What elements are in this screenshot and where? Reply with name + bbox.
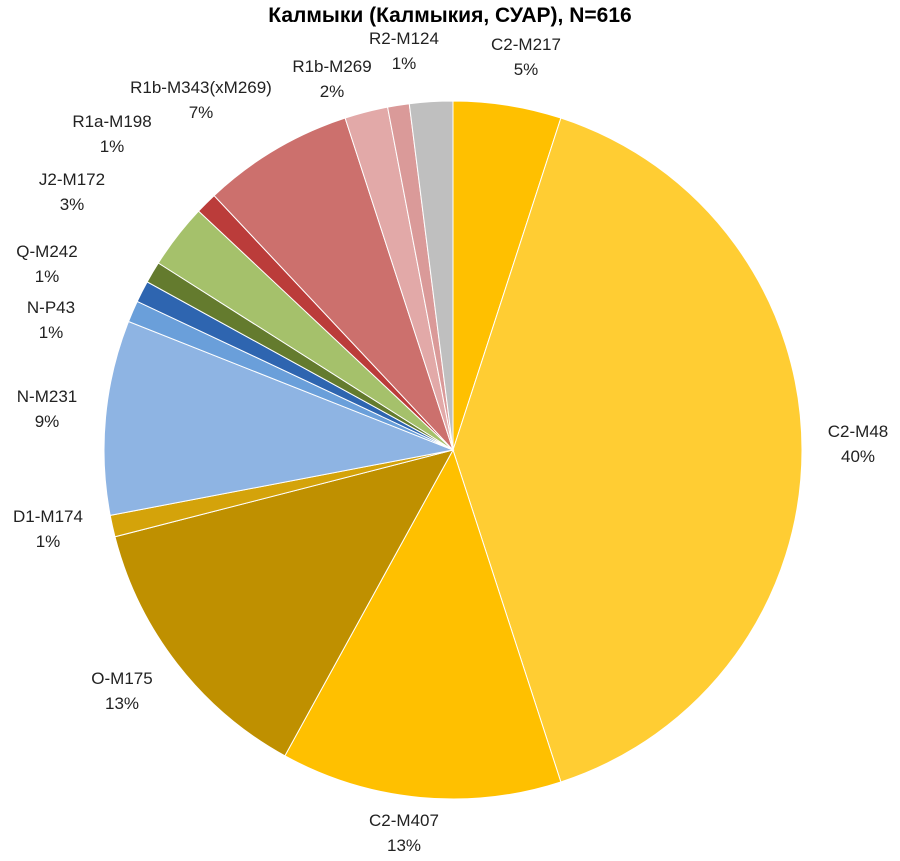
label-percent: 40% bbox=[841, 447, 875, 466]
data-label-r1a-m198: R1a-M198 1% bbox=[72, 112, 151, 156]
pie-slice-c2-m407-2 bbox=[284, 448, 562, 800]
data-label-r2-m124: R2-M124 1% bbox=[369, 29, 439, 73]
pie-slice-other-14 bbox=[408, 100, 454, 451]
pie-slice-r1b-m343-xm269--11 bbox=[213, 117, 454, 451]
data-label-n-p43: N-P43 1% bbox=[27, 298, 75, 342]
label-category: R1b-M343(xM269) bbox=[130, 78, 272, 97]
label-category: R1a-M198 bbox=[72, 112, 151, 131]
label-percent: 9% bbox=[35, 412, 60, 431]
label-percent: 3% bbox=[60, 195, 85, 214]
label-percent: 5% bbox=[514, 60, 539, 79]
chart-title: Калмыки (Калмыкия, СУАР), N=616 bbox=[268, 4, 632, 27]
label-percent: 13% bbox=[105, 694, 139, 713]
data-label-c2-m407: C2-M407 13% bbox=[369, 811, 439, 855]
pie-slice-c2-m48-1 bbox=[452, 117, 803, 783]
label-category: O-M175 bbox=[91, 669, 152, 688]
data-label-d1-m174: D1-M174 1% bbox=[13, 507, 83, 551]
label-percent: 7% bbox=[189, 103, 214, 122]
label-category: C2-M217 bbox=[491, 35, 561, 54]
label-category: R1b-M269 bbox=[292, 57, 371, 76]
label-category: C2-M407 bbox=[369, 811, 439, 830]
pie-slice-n-m231-5 bbox=[103, 320, 455, 516]
pie-labels: C2-M217 5% C2-M48 40% C2-M407 13% O-M175 13% D1-… bbox=[13, 29, 888, 855]
label-percent: 1% bbox=[36, 532, 61, 551]
label-percent: 1% bbox=[35, 267, 60, 286]
label-category: J2-M172 bbox=[39, 170, 105, 189]
data-label-r1b-m269: R1b-M269 2% bbox=[292, 57, 371, 101]
label-percent: 1% bbox=[392, 54, 417, 73]
label-percent: 1% bbox=[100, 137, 125, 156]
label-percent: 13% bbox=[387, 836, 421, 855]
label-category: R2-M124 bbox=[369, 29, 439, 48]
data-label-r1b-m343-xm269-: R1b-M343(xM269) 7% bbox=[130, 78, 272, 122]
label-category: N-M231 bbox=[17, 387, 77, 406]
label-category: Q-M242 bbox=[16, 242, 77, 261]
data-label-j2-m172: J2-M172 3% bbox=[39, 170, 105, 214]
label-category: N-P43 bbox=[27, 298, 75, 317]
data-label-n-m231: N-M231 9% bbox=[17, 387, 77, 431]
label-category: D1-M174 bbox=[13, 507, 83, 526]
data-label-q-m242: Q-M242 1% bbox=[16, 242, 77, 286]
label-category: C2-M48 bbox=[828, 422, 888, 441]
data-label-o-m175: O-M175 13% bbox=[91, 669, 152, 713]
label-percent: 1% bbox=[39, 323, 64, 342]
pie-slices bbox=[103, 100, 803, 800]
data-label-c2-m48: C2-M48 40% bbox=[828, 422, 888, 466]
data-label-c2-m217: C2-M217 5% bbox=[491, 35, 561, 79]
pie-slice-o-m175-3 bbox=[114, 449, 454, 757]
label-percent: 2% bbox=[320, 82, 345, 101]
